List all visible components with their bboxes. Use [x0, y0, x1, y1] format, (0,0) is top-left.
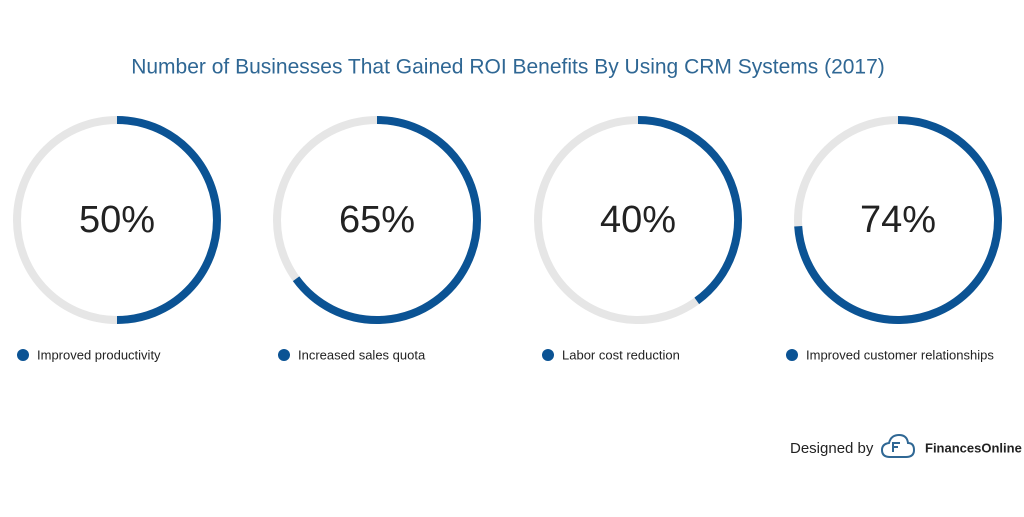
legend-dot — [786, 349, 798, 361]
chart-title: Number of Businesses That Gained ROI Ben… — [131, 56, 885, 79]
brand-name: FinancesOnline — [925, 440, 1022, 455]
ring-arc — [116, 116, 221, 324]
legend-dot — [278, 349, 290, 361]
legend-label: Increased sales quota — [298, 347, 426, 362]
credit-text: Designed by — [790, 440, 874, 457]
ring-arc — [637, 116, 742, 305]
ring-arc — [794, 116, 1002, 324]
value-label: 40% — [600, 199, 676, 241]
legend-label: Labor cost reduction — [562, 347, 680, 362]
legend-dot — [542, 349, 554, 361]
value-label: 74% — [860, 199, 936, 241]
ring-arc — [292, 116, 481, 324]
brand-logo — [880, 433, 916, 458]
legend-dot — [17, 349, 29, 361]
logo-cloud — [880, 433, 916, 458]
value-label: 50% — [79, 199, 155, 241]
legend-label: Improved customer relationships — [806, 347, 994, 362]
legend-label: Improved productivity — [37, 347, 161, 362]
logo-f — [892, 442, 900, 452]
value-label: 65% — [339, 199, 415, 241]
